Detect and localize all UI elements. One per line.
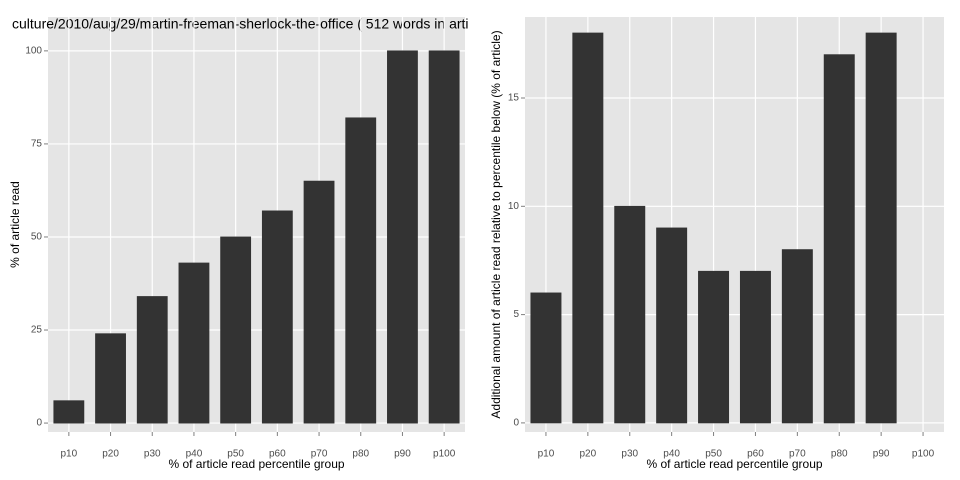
bar [530,292,562,424]
x-tick-label: p10 [538,449,555,460]
x-tick-label: p10 [61,449,78,460]
x-tick-label: p80 [831,449,848,460]
bar [823,54,855,424]
y-tick-label: 0 [36,418,42,429]
x-tick-label: p60 [747,449,764,460]
y-axis-title: Additional amount of article read relati… [489,30,503,418]
x-tick-label: p20 [102,449,119,460]
x-tick-label: p50 [705,449,722,460]
bar [698,270,730,424]
x-tick-label: p100 [912,449,935,460]
bar [136,296,168,424]
bar [95,333,126,424]
y-tick-label: 10 [508,201,520,212]
x-tick-label: p30 [144,449,161,460]
bar [781,249,813,424]
bar [614,205,646,424]
bar [739,270,771,424]
bar [428,50,460,424]
bar [220,236,252,424]
x-tick-label: p70 [311,449,328,460]
y-axis-title: % of article read [8,181,22,268]
bar [345,117,377,424]
x-tick-label: p50 [227,449,244,460]
y-tick-label: 5 [513,309,519,320]
y-tick-label: 15 [508,93,520,104]
y-tick-label: 0 [513,418,519,429]
x-tick-label: p20 [580,449,597,460]
x-tick-label: p40 [186,449,203,460]
x-tick-label: p30 [621,449,638,460]
x-axis-title: % of article read percentile group [646,457,822,471]
bar [387,50,418,424]
bar [53,400,85,424]
bar [572,32,604,424]
x-tick-label: p70 [789,449,806,460]
bar [261,210,293,424]
bar [178,262,210,424]
y-tick-label: 75 [31,139,43,150]
x-tick-label: p90 [394,449,411,460]
x-tick-label: p60 [269,449,286,460]
bar [865,32,897,424]
y-tick-label: 25 [31,325,43,336]
y-tick-label: 50 [31,232,43,243]
y-tick-label: 100 [25,46,42,57]
x-tick-label: p80 [352,449,369,460]
bar [656,227,688,424]
bar [303,180,335,424]
x-axis-title: % of article read percentile group [168,457,344,471]
x-tick-label: p40 [663,449,680,460]
chart-title: culture/2010/aug/29/martin-freeman-sherl… [12,16,469,32]
x-tick-label: p90 [873,449,890,460]
x-tick-label: p100 [433,449,456,460]
